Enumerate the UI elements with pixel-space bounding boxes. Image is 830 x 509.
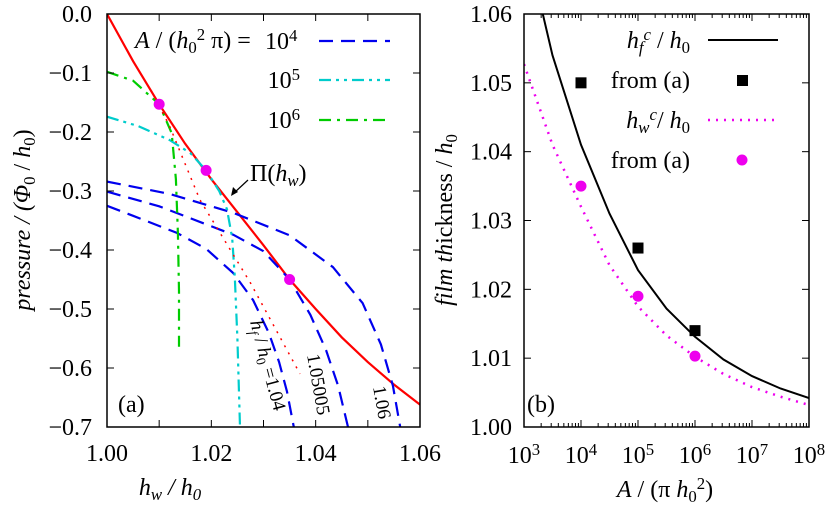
legend-entry: 106​ [268,105,300,134]
x-tick-label: 108​ [793,440,825,469]
legend-entry: 104​ [265,26,298,55]
x-tick-label: 106​ [679,440,711,469]
legend-entry: from (a) [611,148,690,174]
curve-label: hf​ / h0​ =1.04 [243,318,289,414]
x-axis-label: hw​ / h0​ [139,475,202,504]
y-tick-label: 1.06 [470,2,512,28]
y-tick-label: −0.6 [48,356,92,382]
y-tick-label: −0.4 [48,238,92,264]
panel-label-a: (a) [118,392,145,418]
square-point-2 [689,325,701,337]
square-point-0 [575,77,587,89]
y-axis-label: film thickness / h0​ [432,134,461,306]
arrow-head-icon [231,187,238,196]
square-point-1 [632,242,644,254]
x-tick-label: 104​ [565,440,598,469]
x-axis-label: A / (π h0​2​) [615,474,713,506]
circle-point-1 [632,290,644,302]
x-tick-label: 1.06 [399,441,441,467]
y-tick-label: 1.05 [470,71,512,97]
y-tick-label: 1.01 [470,346,512,372]
circle-point-0 [575,180,587,192]
y-tick-label: −0.2 [48,120,92,146]
legend-entry: 105​ [268,65,300,94]
y-tick-label: −0.5 [48,297,92,323]
legend-entry: hf​c​ / h0​ [627,25,690,57]
y-tick-label: −0.1 [48,61,92,87]
y-tick-label: 1.02 [470,277,512,303]
marker-point-1 [200,164,212,176]
x-tick-label: 1.04 [295,441,337,467]
y-tick-label: 1.03 [470,209,512,235]
marker-point-2 [284,274,296,285]
y-axis-label: pressure / (Φ0​ / h0​) [10,129,39,312]
panel-label-b: (b) [527,392,555,418]
x-tick-label: 103​ [508,440,540,469]
series-line-4 [107,115,242,427]
series-line-0 [541,14,809,400]
y-tick-label: 0.0 [62,2,92,28]
annotation-pi: Π(hw​) [250,161,307,190]
y-tick-label: 1.00 [470,415,512,441]
y-tick-label: 1.04 [470,140,512,166]
panel-b: 103​ 104​ 105​ 106​ 107​ 108​ 1.00 1.01 1.02 1.03… [432,2,825,506]
x-tick-label: 107​ [736,440,768,469]
x-tick-label: 1.02 [190,441,232,467]
legend-entry: from (a) [611,68,690,94]
series-line-3 [107,180,402,427]
panel-a: 1.00 1.02 1.04 1.06 0.0 −0.1 −0.2 −0.3 −0.4 −0.5 −… [10,2,441,504]
marker-point-0 [153,98,165,110]
series-line-1 [107,204,295,427]
curve-label: 1.05005 [302,352,333,416]
legend-square-marker [737,75,748,86]
legend-entry: hw​c​/ h0​ [626,105,690,137]
circle-point-2 [689,350,701,362]
x-tick-label: 105​ [622,440,654,469]
legend-circle-marker [736,154,748,166]
x-tick-label: 1.00 [86,441,128,467]
series-line-5 [107,70,181,347]
y-tick-label: −0.3 [48,179,92,205]
y-tick-label: −0.7 [48,415,92,441]
legend-title: A / (h0​2​ π) = [133,25,251,57]
curve-label: 1.06 [368,384,394,420]
